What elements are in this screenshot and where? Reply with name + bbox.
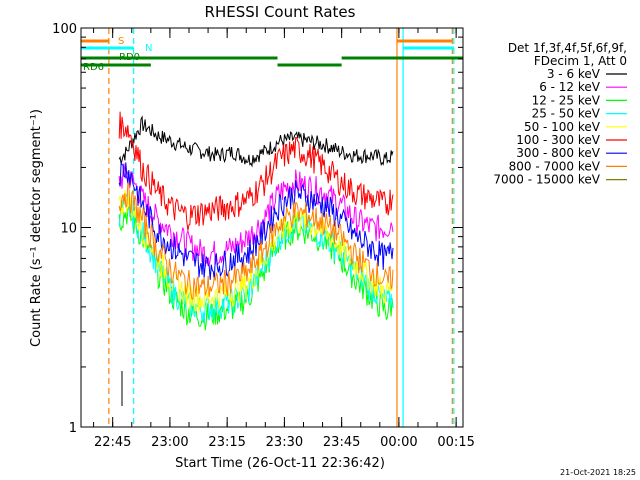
flag-label-n: N [145, 43, 152, 54]
legend-label: 100 - 300 keV [516, 133, 600, 147]
x-axis-label: Start Time (26-Oct-11 22:36:42) [175, 456, 385, 471]
y-tick-label: 1 [69, 421, 77, 436]
series-line-800-7000-kev [118, 182, 394, 300]
series-line-300-800-kev [118, 162, 394, 280]
x-tick-label: 23:45 [323, 435, 360, 450]
chart-title: RHESSI Count Rates [205, 3, 356, 21]
y-tick-label: 10 [60, 222, 77, 237]
legend-label: 6 - 12 keV [539, 80, 601, 94]
legend-label: 25 - 50 keV [532, 107, 601, 121]
legend-header-line-1: Det 1f,3f,4f,5f,6f,9f, [508, 41, 627, 55]
series-line-50-100-kev [118, 190, 394, 313]
x-tick-label: 23:30 [266, 435, 303, 450]
legend-label: 7000 - 15000 keV [493, 173, 600, 187]
flag-label-rd6: RD6 [83, 62, 104, 73]
flag-label-rd0: RD0 [119, 52, 140, 63]
x-tick-label: 00:15 [437, 435, 474, 450]
legend-label: 12 - 25 keV [532, 93, 601, 107]
legend-label: 800 - 7000 keV [509, 159, 601, 173]
series-line-3-6-kev [118, 115, 394, 168]
chart-marks: S N RD0 RD6 1 10 100 22:45 23:00 23:15 23:30 23:45 0… [52, 22, 627, 450]
series-line-25-50-kev [118, 193, 394, 324]
legend-label: 50 - 100 keV [524, 120, 601, 134]
footer-date: 21-Oct-2021 18:25 [560, 468, 636, 477]
series-line-6-12-kev [118, 163, 394, 268]
legend-label: 300 - 800 keV [516, 146, 600, 160]
x-tick-label: 23:00 [151, 435, 188, 450]
series-line-12-25-kev [118, 203, 394, 331]
x-tick-label: 00:00 [380, 435, 417, 450]
series-line-100-300-kev [118, 111, 394, 231]
legend-label: 3 - 6 keV [547, 67, 601, 81]
x-tick-label: 23:15 [208, 435, 245, 450]
legend-header-line-2: FDecim 1, Att 0 [534, 54, 627, 68]
y-axis-label: Count Rate (s⁻¹ detector segment⁻¹) [29, 109, 44, 347]
x-tick-label: 22:45 [94, 435, 131, 450]
flag-label-s: S [118, 36, 124, 47]
y-tick-label: 100 [52, 22, 77, 37]
